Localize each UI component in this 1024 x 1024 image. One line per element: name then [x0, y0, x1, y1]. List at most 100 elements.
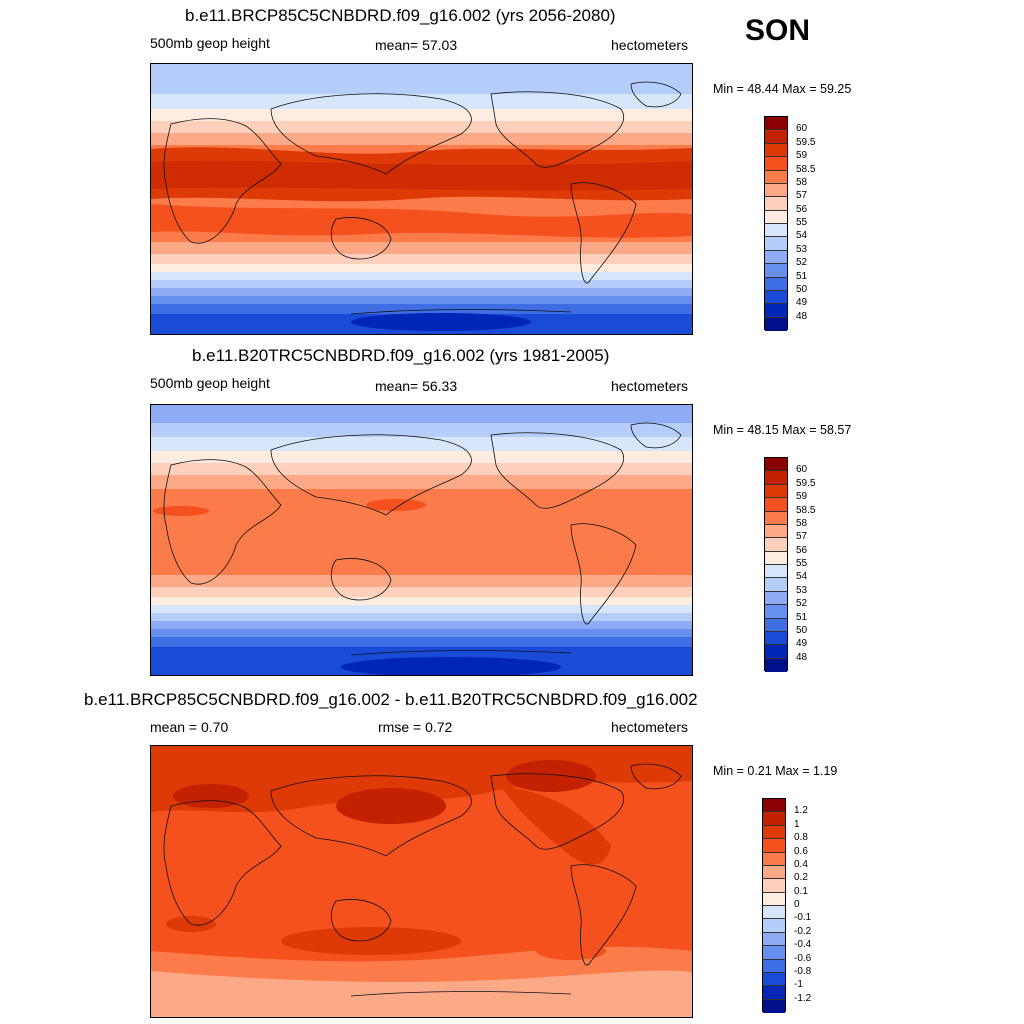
colorbar-tick-label: 0.4 — [794, 858, 808, 870]
panel-3-map — [150, 745, 693, 1018]
panel-1-mean-label: mean= 57.03 — [375, 37, 458, 53]
colorbar-swatch — [763, 972, 785, 987]
colorbar-tick-label: 49 — [796, 638, 808, 650]
colorbar-swatch — [765, 578, 787, 592]
colorbar-swatch — [763, 906, 785, 920]
colorbar-swatch — [765, 183, 787, 198]
colorbar-swatch — [765, 458, 787, 472]
panel-2-units-label: hectometers — [611, 378, 689, 394]
colorbar-swatch — [763, 892, 785, 906]
colorbar-tick-label: 1 — [794, 818, 800, 830]
colorbar-tick-label: -1 — [794, 979, 803, 991]
colorbar-swatch — [765, 511, 787, 525]
colorbar-swatch — [763, 919, 785, 933]
colorbar-tick-label: 1.2 — [794, 805, 808, 817]
panel-2-contour-field — [151, 405, 692, 675]
colorbar-tick-label: 51 — [796, 270, 808, 282]
colorbar-swatch — [765, 210, 787, 224]
colorbar-tick-label: 54 — [796, 230, 808, 242]
colorbar-tick-label: 58 — [796, 517, 808, 529]
colorbar-swatch — [765, 498, 787, 512]
colorbar-tick-label: 0 — [794, 899, 800, 910]
panel-3-title: b.e11.BRCP85C5CNBDRD.f09_g16.002 - b.e11… — [84, 690, 698, 709]
colorbar-swatch — [765, 117, 787, 131]
colorbar-swatch — [763, 812, 785, 826]
colorbar-tick-label: -0.8 — [794, 965, 812, 977]
colorbar-swatch — [765, 264, 787, 278]
colorbar-swatch — [763, 865, 785, 880]
colorbar-swatch — [765, 591, 787, 606]
colorbar-swatch — [763, 879, 785, 893]
colorbar-tick-label: 59.5 — [796, 477, 816, 489]
panel-3-contour-field — [151, 746, 692, 1017]
colorbar-tick-label: 52 — [796, 257, 808, 269]
colorbar-swatch — [765, 605, 787, 619]
colorbar-tick-label: 59 — [796, 491, 808, 503]
colorbar-swatch — [765, 197, 787, 211]
colorbar-swatch — [763, 999, 785, 1013]
colorbar-swatch — [765, 290, 787, 305]
colorbar-tick-label: 53 — [796, 243, 808, 255]
colorbar-tick-label: 57 — [796, 190, 808, 202]
panel-2-colorbar — [764, 457, 788, 672]
colorbar-tick-label: 57 — [796, 531, 808, 543]
colorbar-swatch — [765, 551, 787, 565]
panel-2-minmax: Min = 48.15 Max = 58.57 — [713, 423, 852, 437]
colorbar-tick-label: 55 — [796, 217, 808, 228]
colorbar-swatch — [765, 618, 787, 632]
colorbar-tick-label: 55 — [796, 558, 808, 569]
colorbar-tick-label: 48 — [796, 310, 808, 322]
colorbar-tick-label: 59 — [796, 150, 808, 162]
colorbar-swatch — [763, 825, 785, 840]
colorbar-swatch — [765, 277, 787, 291]
colorbar-tick-label: 0.1 — [794, 885, 808, 897]
panel-3-mean-label: mean = 0.70 — [150, 719, 229, 735]
colorbar-tick-label: 50 — [796, 283, 808, 295]
colorbar-tick-label: 60 — [796, 123, 808, 135]
colorbar-swatch — [765, 471, 787, 485]
colorbar-swatch — [765, 658, 787, 672]
colorbar-tick-label: -0.6 — [794, 952, 812, 964]
season-label: SON — [745, 14, 811, 47]
colorbar-tick-label: 53 — [796, 584, 808, 596]
colorbar-swatch — [763, 852, 785, 866]
panel-3-colorbar — [762, 798, 786, 1013]
colorbar-swatch — [763, 839, 785, 853]
panel-2-mean-label: mean= 56.33 — [375, 378, 458, 394]
colorbar-tick-label: 49 — [796, 297, 808, 309]
colorbar-tick-label: 52 — [796, 598, 808, 610]
panel-1-title: b.e11.BRCP85C5CNBDRD.f09_g16.002 (yrs 20… — [185, 6, 616, 25]
colorbar-swatch — [763, 799, 785, 813]
colorbar-tick-label: 0.8 — [794, 832, 808, 844]
colorbar-tick-label: 54 — [796, 571, 808, 583]
colorbar-tick-label: 58.5 — [796, 504, 816, 516]
colorbar-tick-label: 51 — [796, 611, 808, 623]
panel-1-contour-field — [151, 64, 692, 334]
colorbar-swatch — [765, 645, 787, 659]
panel-1-left-label: 500mb geop height — [150, 35, 270, 51]
colorbar-tick-label: 50 — [796, 624, 808, 636]
panel-1-map — [150, 63, 693, 335]
colorbar-swatch — [765, 565, 787, 579]
colorbar-swatch — [765, 143, 787, 158]
colorbar-tick-label: 0.2 — [794, 872, 808, 884]
panel-2-left-label: 500mb geop height — [150, 375, 270, 391]
colorbar-swatch — [763, 959, 785, 973]
panel-3-minmax: Min = 0.21 Max = 1.19 — [713, 764, 838, 778]
colorbar-tick-label: 0.6 — [794, 845, 808, 857]
colorbar-tick-label: 48 — [796, 651, 808, 663]
panel-2-title: b.e11.B20TRC5CNBDRD.f09_g16.002 (yrs 198… — [192, 346, 610, 365]
colorbar-swatch — [765, 317, 787, 331]
colorbar-swatch — [765, 250, 787, 265]
colorbar-tick-label: 56 — [796, 203, 808, 215]
colorbar-swatch — [765, 484, 787, 499]
colorbar-swatch — [765, 524, 787, 539]
colorbar-swatch — [765, 130, 787, 144]
colorbar-swatch — [765, 538, 787, 552]
colorbar-swatch — [765, 631, 787, 646]
colorbar-tick-label: 56 — [796, 544, 808, 556]
colorbar-tick-label: 58.5 — [796, 163, 816, 175]
colorbar-swatch — [765, 224, 787, 238]
panel-1-colorbar — [764, 116, 788, 331]
panel-1-units-label: hectometers — [611, 37, 689, 53]
